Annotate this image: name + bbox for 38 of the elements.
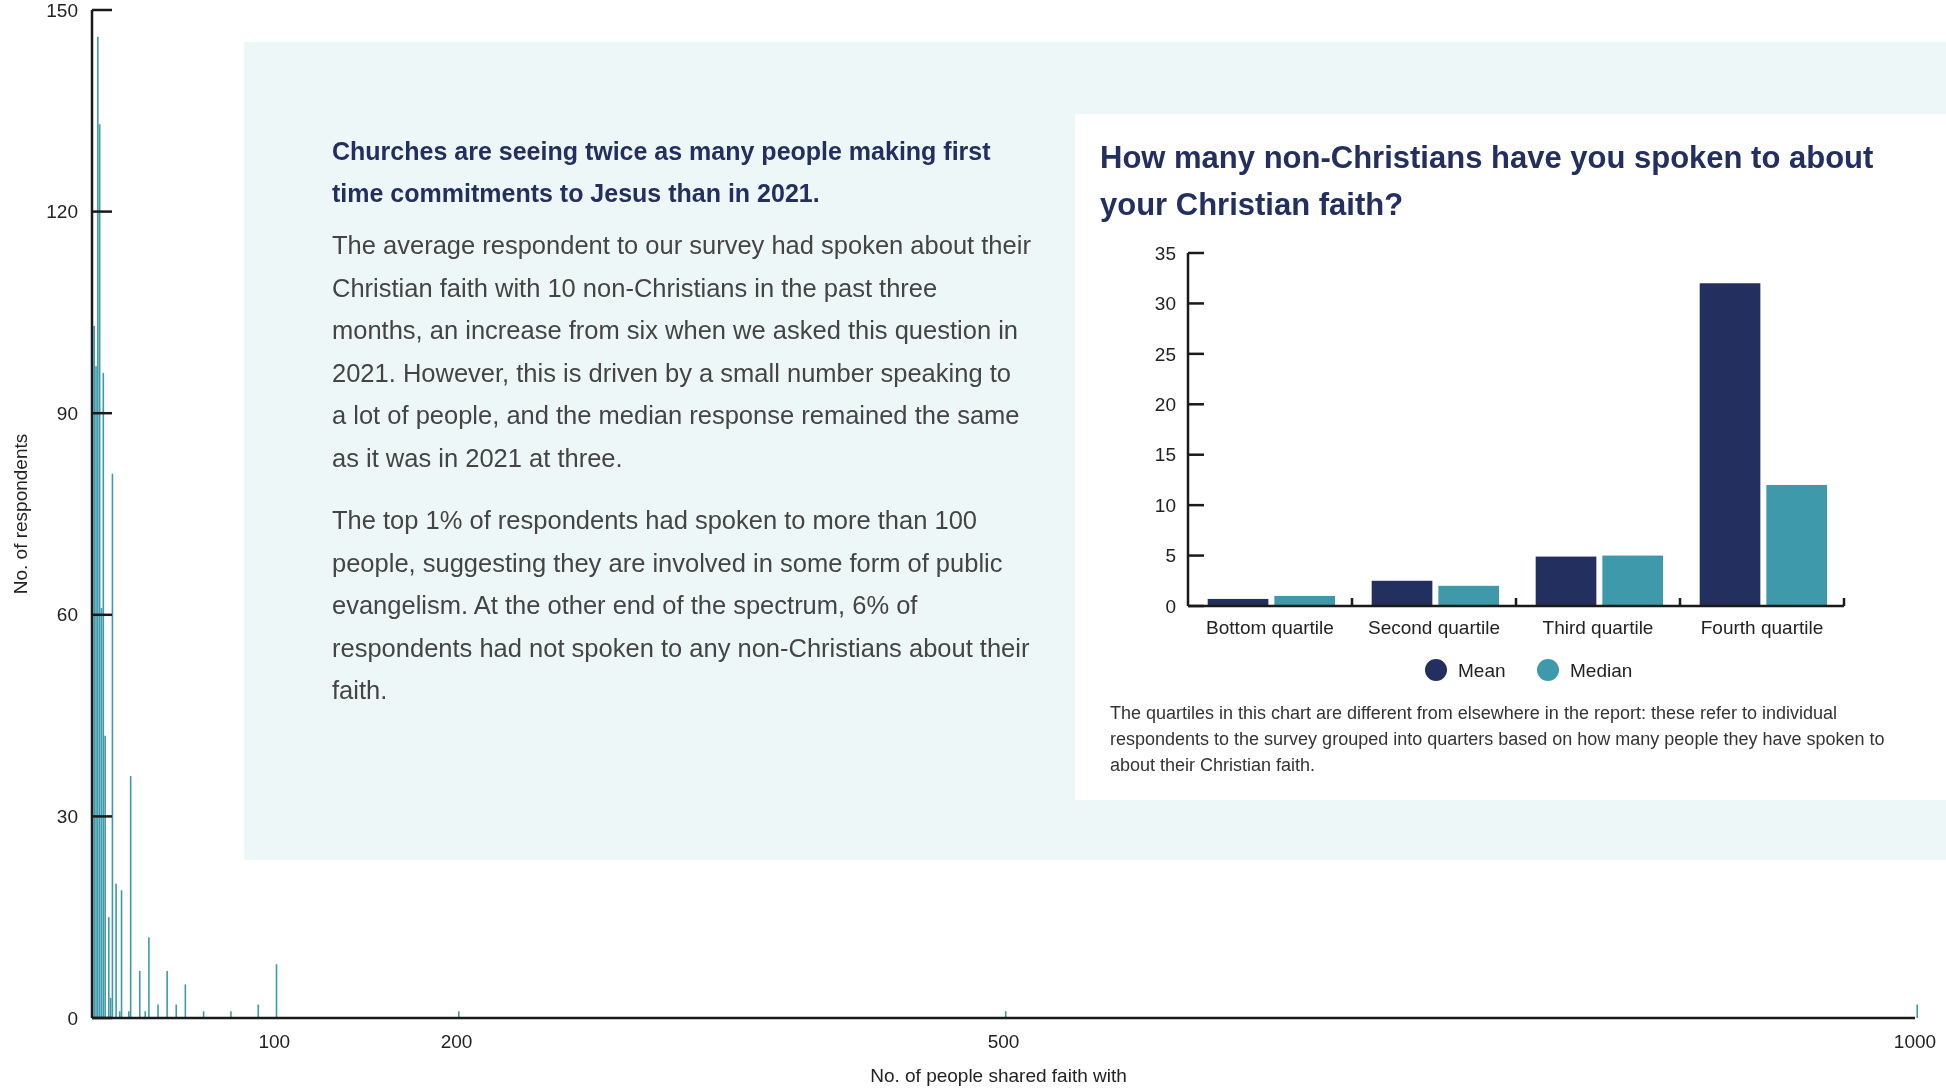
y-tick-label: 15 xyxy=(1154,444,1176,466)
x-tick-label: 1000 xyxy=(1893,1031,1937,1052)
x-tick-label: Bottom quartile xyxy=(1206,617,1334,638)
y-tick-label: 10 xyxy=(1154,494,1176,516)
x-tick-label: 200 xyxy=(440,1031,473,1052)
annotation: The top 1% of respondents had spoken to more than 100 people, suggesting they are involved in some form of public evangelism. At the other end of the spectrum, 6% of respondents had not spoken to any non-Christians about their faith. xyxy=(332,505,1031,706)
bar xyxy=(1766,484,1828,606)
y-tick-label: 30 xyxy=(1154,293,1176,315)
chart-title: How many non-Christians have you spoken to about your Christian faith? xyxy=(1100,139,1875,224)
legend-label: Mean xyxy=(1458,659,1506,681)
x-tick-label: Fourth quartile xyxy=(1700,617,1824,638)
bar xyxy=(1274,595,1336,606)
y-tick-label: 5 xyxy=(1165,545,1176,567)
y-tick-label: 120 xyxy=(46,201,78,223)
y-tick-label: 30 xyxy=(56,806,78,828)
x-tick-label: 500 xyxy=(987,1031,1020,1052)
x-axis-title: No. of people shared faith with xyxy=(870,1065,1127,1086)
bar xyxy=(1602,555,1664,606)
y-tick-label: 25 xyxy=(1154,343,1176,365)
legend-label: Median xyxy=(1570,659,1633,681)
y-tick-label: 0 xyxy=(67,1007,78,1029)
x-tick-label: Third quartile xyxy=(1542,617,1654,638)
text: Churches are seeing twice as many people making first time commitments to Jesus than in 2021. xyxy=(332,136,992,209)
x-tick-label: 100 xyxy=(258,1031,291,1052)
bar xyxy=(1699,283,1761,606)
y-tick-label: 60 xyxy=(56,604,78,626)
y-tick-label: 35 xyxy=(1154,242,1176,264)
y-axis-title: No. of respondents xyxy=(10,433,31,595)
bar xyxy=(1438,585,1500,606)
y-tick-label: 150 xyxy=(46,0,78,21)
annotation: The quartiles in this chart are different from elsewhere in the report: these refer to individual respondents to the survey grouped into quarters based on how many people they have spoken to about their Christian faith. xyxy=(1110,702,1886,777)
bar xyxy=(1371,580,1433,606)
x-tick-label: Second quartile xyxy=(1367,617,1501,638)
y-tick-label: 20 xyxy=(1154,393,1176,415)
y-tick-label: 90 xyxy=(56,402,78,424)
y-tick-label: 0 xyxy=(1165,595,1176,617)
annotation: The average respondent to our survey had spoken about their Christian faith with 10 non-Christians in the past three months, an increase from six when we asked this question in 2021. However, this is driven by a small number speaking to a lot of people, and the median response remained the same as it was in 2021 at three. xyxy=(332,230,1032,474)
bar xyxy=(1535,556,1597,606)
